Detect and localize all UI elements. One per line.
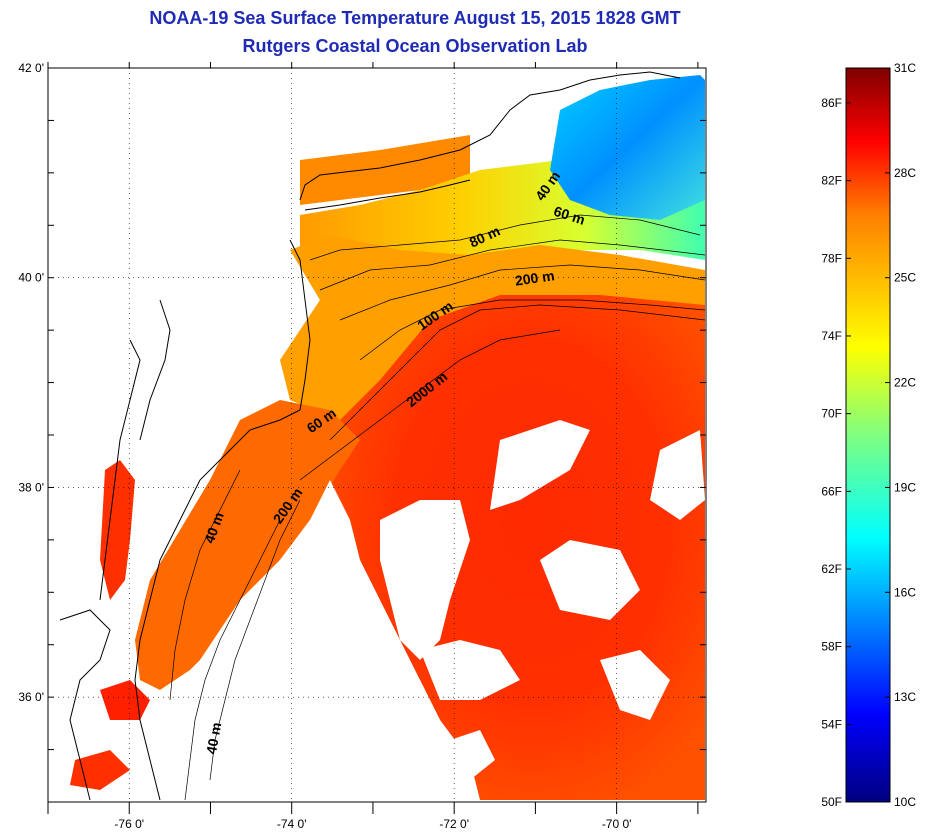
colorbar [845,67,891,803]
carolina-coast [59,609,111,801]
contour-40m [309,214,701,261]
long-island [304,179,471,211]
cloud-mask [170,420,705,800]
colorbar-c-label: 25C [894,271,916,285]
contour-80m [339,264,706,321]
lon-tick-label: -76 0' [114,817,144,831]
chesapeake-west [99,339,141,601]
lat-tick-label: 42 0' [18,61,44,75]
colorbar-f-label: 82F [821,174,842,188]
bathymetry-contours [169,214,706,801]
chart-title: NOAA-19 Sea Surface Temperature August 1… [149,8,681,28]
colorbar-c-label: 22C [894,376,916,390]
lon-tick-label: -72 0' [439,817,469,831]
contour-south-200m [184,519,281,801]
contour-label: 200 m [514,267,556,288]
colorbar-c-label: 10C [894,795,916,809]
colorbar-c-label: 31C [894,61,916,75]
colorbar-f-label: 62F [821,562,842,576]
new-jersey-coast [289,239,311,411]
sst-gulf-of-maine [550,75,705,220]
sst-pamlico [100,680,150,720]
colorbar-c-label: 19C [894,480,916,494]
lon-tick-label: -74 0' [277,817,307,831]
contour-100m [359,299,706,361]
colorbar-c-label: 13C [894,690,916,704]
cloud-patch [650,430,705,520]
colorbar-f-label: 66F [821,484,842,498]
cloud-patch [600,650,670,720]
colorbar-ticks [846,67,890,803]
cloud-patch [380,500,470,660]
contour-south-40m [169,469,241,701]
colorbar-f-label: 54F [821,717,842,731]
contour-60m [319,239,706,291]
cloud-coastal-south [170,480,470,800]
lat-tick-label: 40 0' [18,271,44,285]
cloud-patch [420,640,520,700]
chart-subtitle: Rutgers Coastal Ocean Observation Lab [242,36,588,56]
colorbar-c-label: 16C [894,585,916,599]
colorbar-labels: 86F 82F 78F 74F 70F 66F 62F 58F 54F 50F 31C 28C 25C 2… [821,61,916,809]
cloud-patch [490,420,590,510]
lat-tick-label: 38 0' [18,480,44,494]
delmarva-coast [134,409,301,801]
lon-tick-label: -70 0' [602,817,632,831]
chesapeake-east [139,299,171,441]
axis-ticks [47,62,706,814]
colorbar-f-label: 78F [821,251,842,265]
colorbar-f-label: 70F [821,407,842,421]
sst-chesapeake [100,460,135,600]
colorbar-f-label: 74F [821,329,842,343]
cloud-patch [540,540,640,620]
contour-200m [329,304,706,441]
contour-label: 40 m [203,721,224,755]
colorbar-f-label: 50F [821,795,842,809]
coastlines [59,71,681,801]
lat-tick-label: 36 0' [18,690,44,704]
colorbar-f-label: 86F [821,96,842,110]
contour-2000m [299,329,561,481]
colorbar-c-label: 28C [894,166,916,180]
contour-south-2000m [209,499,301,781]
axis-labels: 42 0' 40 0' 38 0' 36 0' -76 0' -74 0' -72 0' -7… [18,61,631,831]
new-england-coast [299,71,681,201]
colorbar-f-label: 58F [821,640,842,654]
sst-mid-atlantic-coastal [135,400,360,690]
